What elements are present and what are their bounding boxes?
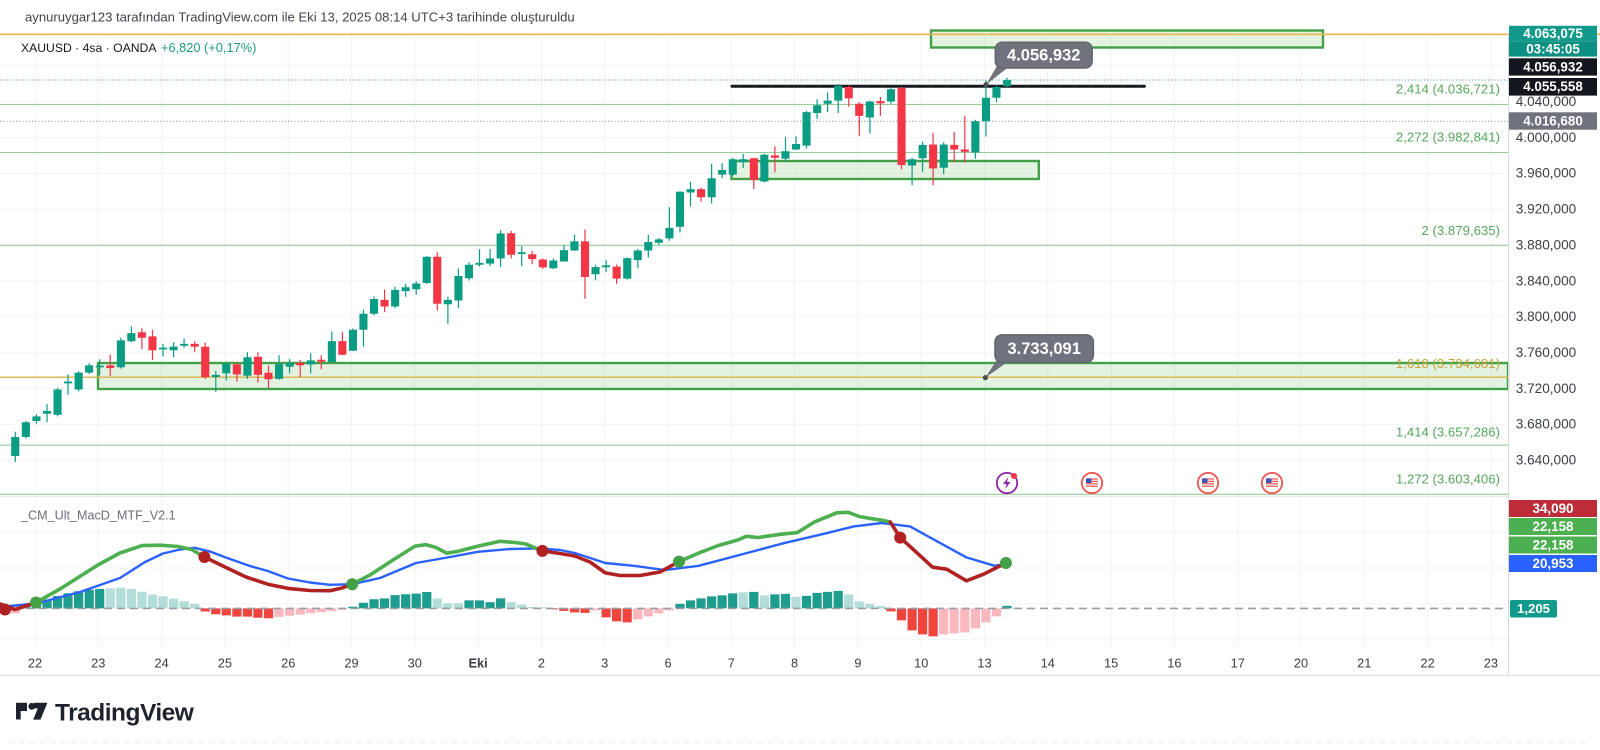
svg-text:25: 25 [218,656,232,671]
svg-text:03:45:05: 03:45:05 [1526,41,1580,56]
svg-text:+6,820 (+0,17%): +6,820 (+0,17%) [161,40,256,55]
svg-text:3: 3 [601,656,608,671]
svg-text:21: 21 [1357,656,1371,671]
svg-text:XAUUSD · 4sa · OANDA: XAUUSD · 4sa · OANDA [21,41,157,55]
svg-text:22: 22 [28,656,42,671]
svg-text:4.056,932: 4.056,932 [1007,47,1080,65]
svg-text:3.640,000: 3.640,000 [1516,453,1577,468]
svg-text:17: 17 [1231,656,1245,671]
svg-text:1,205: 1,205 [1517,601,1550,616]
svg-text:24: 24 [154,656,168,671]
svg-text:6: 6 [664,656,671,671]
svg-text:20: 20 [1294,656,1308,671]
svg-text:3.733,091: 3.733,091 [1007,340,1080,358]
svg-text:34,090: 34,090 [1533,501,1574,516]
svg-text:1,618 (3.734,681): 1,618 (3.734,681) [1396,356,1500,371]
svg-text:4.055,558: 4.055,558 [1523,79,1583,94]
svg-text:7: 7 [728,656,735,671]
svg-text:26: 26 [281,656,295,671]
svg-text:2 (3.879,635): 2 (3.879,635) [1422,223,1500,238]
svg-text:Eki: Eki [468,656,487,671]
svg-text:aynuruygar123 tarafından Tradi: aynuruygar123 tarafından TradingView.com… [25,10,575,25]
svg-text:10: 10 [914,656,928,671]
svg-text:8: 8 [791,656,798,671]
svg-text:2,272 (3.982,841): 2,272 (3.982,841) [1396,130,1500,145]
svg-text:4.063,075: 4.063,075 [1523,26,1583,41]
svg-text:3.920,000: 3.920,000 [1516,202,1577,217]
svg-text:22: 22 [1420,656,1434,671]
svg-text:4.040,000: 4.040,000 [1516,94,1577,109]
svg-text:2,414 (4.036,721): 2,414 (4.036,721) [1396,81,1500,96]
svg-text:3.800,000: 3.800,000 [1516,309,1577,324]
svg-text:29: 29 [344,656,358,671]
svg-text:3.760,000: 3.760,000 [1516,345,1577,360]
svg-text:3.960,000: 3.960,000 [1516,166,1577,181]
svg-text:13: 13 [977,656,991,671]
svg-text:3.840,000: 3.840,000 [1516,273,1577,288]
svg-text:22,158: 22,158 [1533,537,1575,552]
svg-text:14: 14 [1041,656,1055,671]
svg-text:4.056,932: 4.056,932 [1523,59,1583,74]
svg-text:1,414 (3.657,286): 1,414 (3.657,286) [1396,425,1500,440]
svg-text:23: 23 [1484,656,1498,671]
svg-text:1,272 (3.603,406): 1,272 (3.603,406) [1396,471,1500,486]
svg-text:30: 30 [408,656,422,671]
svg-text:4.016,680: 4.016,680 [1523,113,1583,128]
svg-text:3.680,000: 3.680,000 [1516,417,1577,432]
svg-text:20,953: 20,953 [1533,556,1574,571]
svg-text:_CM_Ult_MacD_MTF_V2.1: _CM_Ult_MacD_MTF_V2.1 [20,509,176,523]
svg-text:TradingView: TradingView [55,700,195,727]
svg-text:15: 15 [1104,656,1118,671]
svg-text:16: 16 [1167,656,1181,671]
svg-text:2: 2 [538,656,545,671]
svg-text:3.880,000: 3.880,000 [1516,237,1577,252]
svg-text:9: 9 [854,656,861,671]
svg-text:4.000,000: 4.000,000 [1516,130,1577,145]
svg-text:23: 23 [91,656,105,671]
svg-text:3.720,000: 3.720,000 [1516,381,1577,396]
svg-text:22,158: 22,158 [1533,519,1575,534]
